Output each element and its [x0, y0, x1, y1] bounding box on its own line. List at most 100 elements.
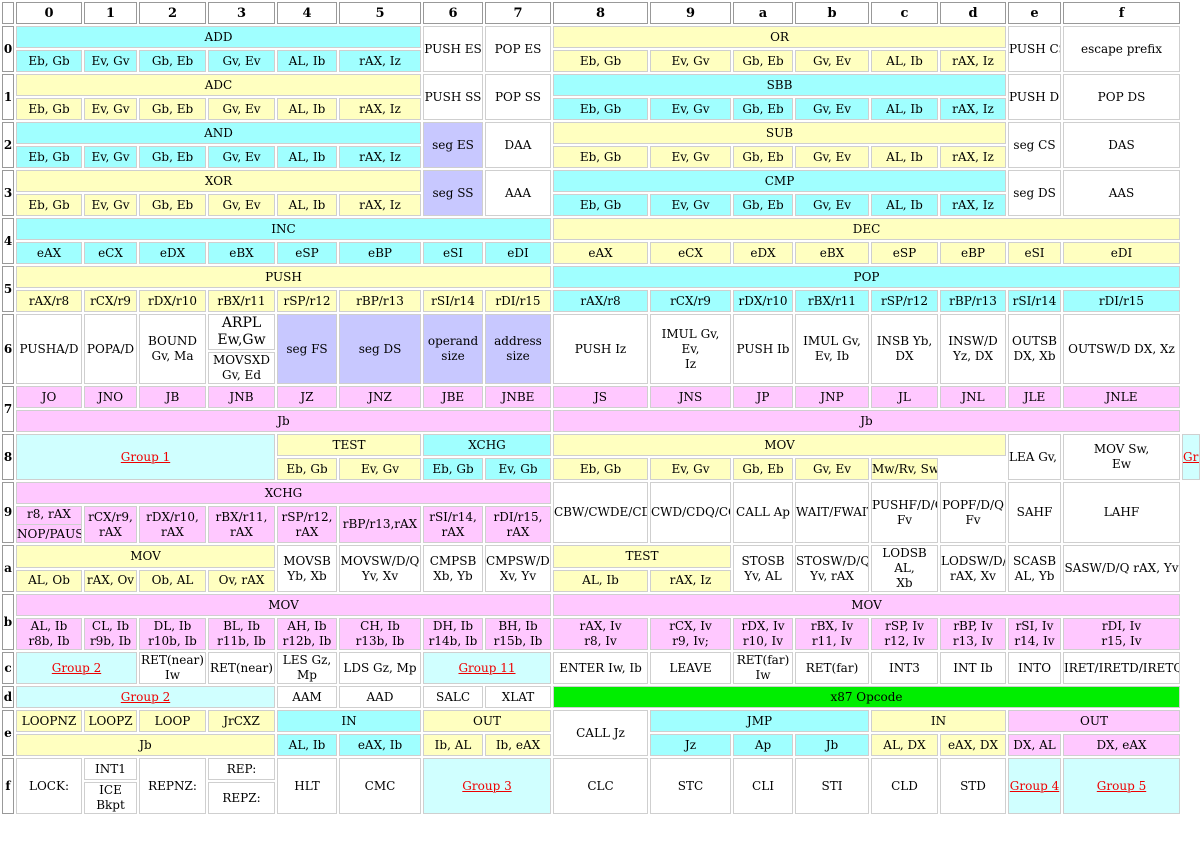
opcode-cell: PUSH SS [423, 74, 483, 120]
row-header: b [2, 594, 14, 650]
group-link[interactable]: Group 3 [462, 778, 512, 793]
group-link-cell[interactable]: Group 1a [1182, 434, 1200, 480]
opcode-cell: JLE [1008, 386, 1061, 408]
opcode-text: SASW/D/Q rAX, Yv [1064, 561, 1179, 575]
opcode-text: Jb [139, 737, 152, 752]
opcode-cell: Ap [733, 734, 793, 756]
operand-text: r14b, Ib [428, 634, 478, 648]
opcode-cell: RET(far) [795, 652, 869, 684]
opcode-text: LODSB AL, [882, 546, 927, 575]
opcode-cell: Ev, Gv [650, 194, 731, 216]
operand-text: r11, Iv [811, 634, 853, 648]
opcode-text: CLC [587, 778, 614, 793]
opcode-text: POPF/D/Q [942, 497, 1004, 512]
group-link-cell[interactable]: Group 2 [16, 686, 275, 708]
opcode-text: BH, Ib [498, 619, 538, 633]
opcode-text: MOV [130, 548, 161, 563]
opcode-cell: AL, Ib r8b, Ib [16, 618, 82, 650]
operand-text: Fv [896, 512, 913, 527]
opcode-cell: operand size [423, 314, 483, 384]
opcode-cell: eCX [650, 242, 731, 264]
opcode-text: Gb, Eb [151, 149, 194, 164]
opcode-text: AAA [505, 185, 531, 200]
opcode-cell: Gv, Ev [208, 50, 275, 72]
opcode-cell: XCHG [423, 434, 551, 456]
group-link-cell[interactable]: Group 3 [423, 758, 551, 814]
opcode-text: DH, Ib [432, 619, 474, 633]
col-header: 6 [423, 2, 483, 24]
opcode-cell: MOV [553, 594, 1180, 616]
col-header: d [940, 2, 1006, 24]
opcode-cell: HLT [277, 758, 337, 814]
operand-text: Gv, Ed [221, 368, 261, 382]
opcode-cell: CMP [553, 170, 1006, 192]
group-link[interactable]: Group 5 [1096, 778, 1147, 793]
opcode-text: Ev, Gv [671, 197, 710, 212]
opcode-text: POP SS [494, 89, 542, 104]
opcode-text: Ev, Gv [671, 149, 710, 164]
opcode-text: rAX, Iz [359, 53, 401, 68]
opcode-cell: Ev, Gv [650, 98, 731, 120]
opcode-cell: MOV Sw, Ew [1063, 434, 1180, 480]
opcode-text: Ev, Gv [91, 53, 130, 68]
opcode-cell: STC [650, 758, 731, 814]
opcode-cell: MOV [16, 545, 275, 568]
opcode-cell: Gv, Ev [208, 146, 275, 168]
opcode-cell: rBX/r11, rAX [208, 506, 275, 543]
opcode-text: Gb, Eb [742, 197, 784, 212]
group-link[interactable]: Group 11 [458, 660, 516, 675]
group-link[interactable]: Group 2 [120, 689, 171, 704]
operand-text: r9b, Ib [89, 634, 132, 648]
group-link-cell[interactable]: Group 11 [423, 652, 551, 684]
opcode-cell: rBP/r13 [940, 290, 1006, 312]
opcode-cell: Gb, Eb [139, 146, 206, 168]
group-link[interactable]: Group 1 [120, 449, 171, 464]
opcode-text: ICE [99, 783, 122, 797]
group-link-cell[interactable]: Group 5 [1063, 758, 1180, 814]
opcode-cell: LEA Gv, M [1008, 434, 1061, 480]
opcode-cell: LOOP [139, 710, 206, 732]
opcode-cell: rSI/r14, rAX [423, 506, 483, 543]
group-link-cell[interactable]: Group 2 [16, 652, 137, 684]
opcode-cell: eBX [208, 242, 275, 264]
opcode-cell: LDS Gz, Mp [339, 652, 421, 684]
opcode-cell: Eb, Gb [553, 194, 648, 216]
opcode-cell: POP SS [485, 74, 551, 120]
opcode-text: DAA [504, 137, 532, 152]
opcode-cell: rSP/r12, rAX [277, 506, 337, 543]
opcode-text: JNBE [501, 389, 535, 404]
opcode-text: rAX, Iv [579, 619, 622, 633]
group-link[interactable]: Group 4 [1009, 778, 1060, 793]
opcode-cell: MOVSB Yb, Xb [277, 545, 337, 592]
group-link[interactable]: Group 1a [1183, 449, 1199, 464]
opcode-cell: eBP [940, 242, 1006, 264]
opcode-text: XLAT [501, 689, 535, 704]
opcode-text: seg SS [432, 185, 474, 200]
operand-text: r12b, Ib [282, 634, 332, 648]
opcode-text: rSI/r14 [431, 293, 475, 308]
operand-text: Iw [755, 668, 771, 682]
opcode-subrow-8: Eb, Gb Ev, Gv Eb, Gb Ev, Gb Eb, Gb Ev, Gv Gb, … [2, 458, 1200, 480]
operand-text: size [441, 349, 465, 363]
opcode-cell: eSI [1008, 242, 1061, 264]
opcode-cell: rCX/r9 [84, 290, 137, 312]
opcode-cell: rCX, Iv r9, Iv; [650, 618, 731, 650]
group-link-cell[interactable]: Group 1 [16, 434, 275, 480]
opcode-text: Ev, Gv [91, 101, 130, 116]
group-link-cell[interactable]: Group 4 [1008, 758, 1061, 814]
opcode-text: RET(far) [736, 653, 790, 667]
opcode-text: seg DS [1013, 185, 1056, 200]
opcode-cell: Gv, Ev [795, 458, 869, 480]
opcode-row-7: 7 JO JNO JB JNB JZ JNZ JBE JNBE JS JNS JP JNP JL JNL JL… [2, 386, 1200, 432]
opcode-text: CALL Jz [576, 725, 625, 740]
opcode-cell: JNS [650, 386, 731, 408]
opcode-text: AL, Ib [886, 149, 923, 164]
group-link[interactable]: Group 2 [51, 660, 102, 675]
opcode-cell: eAX [16, 242, 82, 264]
opcode-cell: INT1 [84, 758, 137, 780]
opcode-cell: Eb, Gb [277, 458, 337, 480]
opcode-subrow-0: Eb, Gb Ev, Gv Gb, Eb Gv, Ev AL, Ib rAX, Iz Eb,… [2, 50, 1200, 72]
opcode-text: Gb, Eb [151, 197, 194, 212]
opcode-cell: STOSB Yv, AL [733, 545, 793, 592]
